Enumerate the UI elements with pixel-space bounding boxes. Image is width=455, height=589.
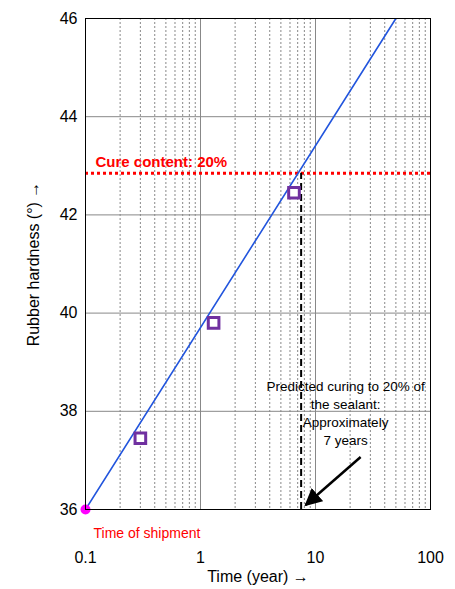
svg-text:42: 42 [60,206,78,223]
svg-text:Rubber hardness (°) →: Rubber hardness (°) → [25,182,42,347]
svg-text:44: 44 [60,108,78,125]
svg-text:Time (year) →: Time (year) → [207,568,309,585]
svg-text:10: 10 [307,549,325,566]
svg-text:40: 40 [60,304,78,321]
svg-text:Time of shipment: Time of shipment [94,525,201,541]
svg-text:Cure content: 20%: Cure content: 20% [96,153,228,170]
svg-text:46: 46 [60,10,78,27]
svg-text:0.1: 0.1 [74,549,96,566]
svg-text:36: 36 [60,501,78,518]
svg-text:Predicted curing to 20% ofthe: Predicted curing to 20% ofthe sealant:Ap… [266,379,425,448]
svg-text:1: 1 [196,549,205,566]
svg-text:38: 38 [60,402,78,419]
svg-text:100: 100 [417,549,444,566]
